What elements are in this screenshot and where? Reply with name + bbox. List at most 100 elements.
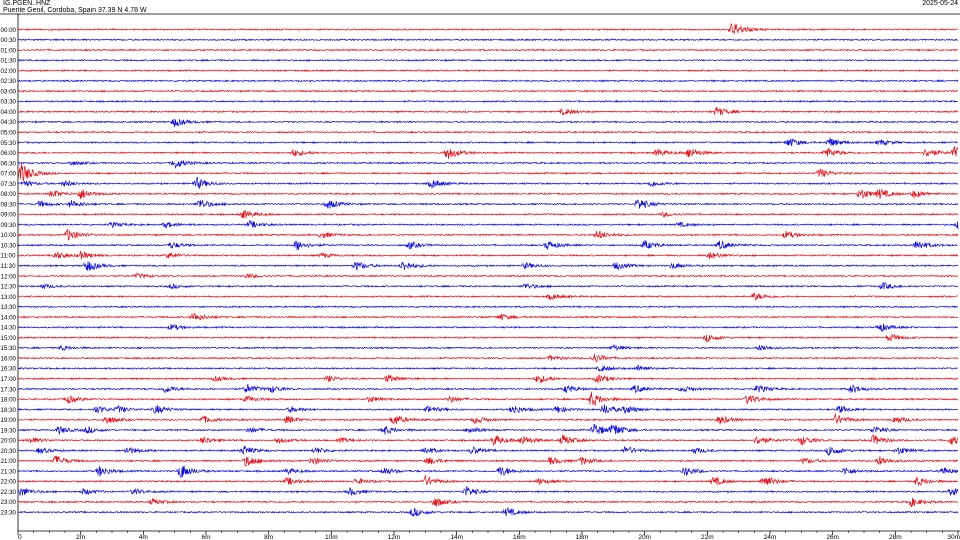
- x-tick-label: 4m: [139, 534, 148, 540]
- row-time-label: 14:00: [1, 314, 17, 321]
- trace-row: [17, 434, 959, 447]
- x-tick-label: 30m: [947, 534, 960, 540]
- row-time-label: 23:30: [1, 509, 17, 516]
- row-time-label: 20:30: [1, 448, 17, 455]
- row-time-label: 20:00: [1, 438, 17, 445]
- row-time-label: 03:30: [1, 99, 17, 106]
- trace-row: [17, 323, 959, 332]
- trace-row: [17, 423, 959, 435]
- trace-row: [17, 38, 959, 42]
- trace-row: [17, 23, 959, 35]
- row-time-label: 12:30: [1, 284, 17, 291]
- trace-row: [17, 210, 959, 219]
- row-time-label: 22:30: [1, 489, 17, 496]
- trace-row: [17, 404, 959, 414]
- trace-row: [17, 89, 959, 93]
- trace-row: [17, 99, 959, 104]
- row-time-label: 16:00: [1, 355, 17, 362]
- row-time-label: 10:00: [1, 232, 17, 239]
- trace-row: [17, 199, 959, 209]
- x-tick-label: 8m: [264, 534, 273, 540]
- row-time-label: 23:00: [1, 499, 17, 506]
- trace-row: [17, 118, 959, 128]
- station-location: Puente Genil, Cordoba, Spain 37.39 N 4.7…: [3, 7, 147, 14]
- trace-row: [17, 465, 959, 479]
- row-time-label: 17:00: [1, 376, 17, 383]
- row-time-label: 16:30: [1, 366, 17, 373]
- x-tick-label: 2m: [76, 534, 85, 540]
- x-tick-label: 18m: [576, 534, 589, 540]
- trace-row: [17, 58, 959, 62]
- plot-frame: [0, 13, 960, 531]
- trace-row: [17, 474, 958, 486]
- row-time-labels: 00:00 00:30 01:00 01:30 02:00 02:30 03:00 03:30…: [1, 27, 17, 517]
- row-time-label: 21:00: [1, 458, 17, 465]
- row-time-label: 06:00: [1, 150, 17, 157]
- row-time-label: 08:30: [1, 201, 17, 208]
- trace-row: [17, 176, 959, 189]
- seismogram-traces: [17, 23, 959, 517]
- row-time-label: 05:00: [1, 130, 17, 137]
- trace-row: [17, 228, 959, 241]
- trace-row: [17, 68, 959, 73]
- trace-row: [17, 383, 959, 394]
- row-time-label: 19:30: [1, 427, 17, 434]
- row-time-label: 07:00: [1, 171, 17, 178]
- row-time-label: 14:30: [1, 325, 17, 332]
- trace-row: [17, 486, 959, 497]
- row-time-label: 11:30: [1, 263, 17, 270]
- trace-row: [17, 333, 959, 343]
- row-time-label: 15:00: [1, 335, 17, 342]
- x-tick-label: 12m: [388, 534, 401, 540]
- trace-row: [17, 364, 959, 372]
- row-time-label: 08:00: [1, 191, 17, 198]
- row-time-label: 03:00: [1, 88, 17, 95]
- row-time-label: 04:30: [1, 119, 17, 126]
- trace-row: [17, 136, 959, 147]
- row-time-label: 00:00: [1, 27, 17, 34]
- x-tick-label: 0: [18, 534, 22, 540]
- trace-row: [17, 506, 959, 517]
- trace-row: [17, 343, 959, 352]
- row-time-label: 12:00: [1, 273, 17, 280]
- x-tick-label: 28m: [889, 534, 902, 540]
- x-tick-label: 16m: [513, 534, 526, 540]
- row-time-label: 06:30: [1, 160, 17, 167]
- x-tick-label: 24m: [764, 534, 777, 540]
- trace-row: [17, 497, 959, 508]
- row-time-label: 02:00: [1, 68, 17, 75]
- trace-row: [17, 145, 959, 160]
- x-tick-label: 26m: [826, 534, 839, 540]
- trace-row: [17, 313, 959, 321]
- row-time-label: 13:30: [1, 304, 17, 311]
- trace-row: [17, 130, 959, 134]
- row-time-label: 05:30: [1, 140, 17, 147]
- trace-row: [17, 455, 959, 467]
- trace-row: [17, 48, 959, 52]
- row-time-label: 07:30: [1, 181, 17, 188]
- row-time-label: 17:30: [1, 386, 17, 393]
- row-time-label: 01:00: [1, 47, 17, 54]
- row-time-label: 09:30: [1, 222, 17, 229]
- trace-row: [17, 413, 959, 425]
- trace-row: [17, 163, 959, 182]
- trace-row: [17, 445, 959, 457]
- trace-row: [17, 354, 959, 363]
- row-time-label: 04:00: [1, 109, 17, 116]
- station-code: IG.PGEN..HNZ: [3, 0, 51, 7]
- row-time-label: 10:30: [1, 242, 17, 249]
- trace-row: [17, 292, 959, 301]
- trace-row: [17, 188, 959, 200]
- row-time-label: 11:00: [1, 253, 17, 260]
- row-time-label: 09:00: [1, 212, 17, 219]
- x-tick-label: 20m: [638, 534, 651, 540]
- trace-row: [17, 282, 959, 290]
- trace-row: [17, 79, 959, 83]
- trace-row: [17, 220, 959, 230]
- trace-row: [17, 374, 959, 384]
- trace-row: [17, 261, 959, 272]
- trace-row: [17, 271, 959, 279]
- trace-row: [17, 305, 959, 309]
- row-time-label: 13:00: [1, 294, 17, 301]
